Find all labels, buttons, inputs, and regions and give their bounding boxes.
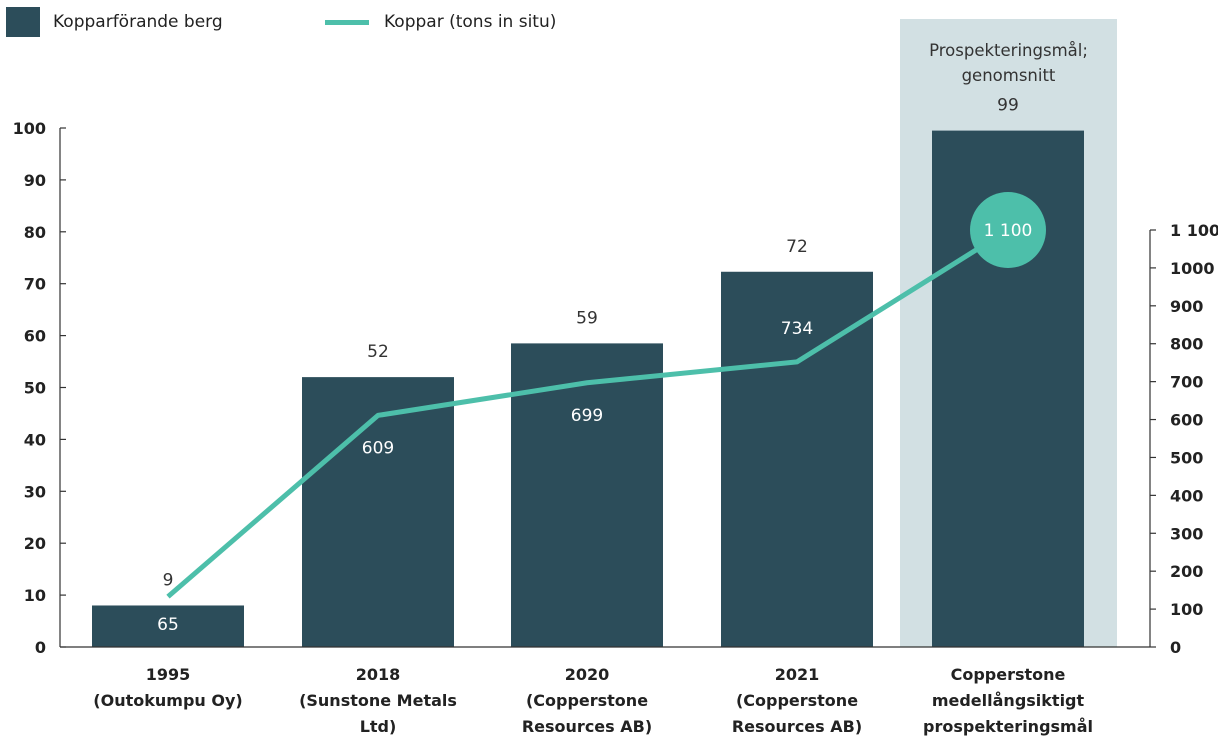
category-label: Copperstone	[951, 665, 1066, 684]
line-point-marker	[970, 192, 1046, 268]
category-label: (Copperstone	[736, 691, 858, 710]
category-label: Ltd)	[360, 717, 397, 736]
left-axis-tick-label: 90	[24, 171, 46, 190]
legend: Kopparförande berg Koppar (tons in situ)	[0, 5, 700, 39]
category-label: prospekteringsmål	[923, 717, 1093, 736]
line-value-label: 65	[157, 615, 179, 635]
legend-label-bar: Kopparförande berg	[53, 12, 223, 32]
line-series	[166, 227, 1010, 599]
right-axis-tick-label: 400	[1170, 486, 1203, 505]
left-axis-tick-label: 60	[24, 327, 46, 346]
category-label: Resources AB)	[522, 717, 652, 736]
legend-swatch-line	[325, 19, 369, 25]
left-axis-tick-label: 10	[24, 586, 46, 605]
right-axis-tick-label: 600	[1170, 411, 1203, 430]
right-axis-tick-label: 0	[1170, 638, 1181, 657]
highlight-label: genomsnitt	[962, 66, 1056, 85]
right-axis-tick-label: 300	[1170, 524, 1203, 543]
right-axis-tick-label: 100	[1170, 600, 1203, 619]
line-value-label: 1 100	[984, 221, 1033, 241]
left-axis-tick-label: 100	[13, 119, 46, 138]
legend-label-line: Koppar (tons in situ)	[384, 12, 557, 32]
line-value-label: 609	[362, 438, 394, 458]
right-axis-tick-label: 500	[1170, 448, 1203, 467]
category-label: 1995	[146, 665, 191, 684]
right-axis-tick-label: 700	[1170, 373, 1203, 392]
category-label: 2018	[356, 665, 401, 684]
left-axis-tick-label: 30	[24, 482, 46, 501]
right-axis-tick-label: 200	[1170, 562, 1203, 581]
left-axis-tick-label: 70	[24, 275, 46, 294]
bar-value-label: 99	[997, 96, 1019, 116]
bar	[721, 271, 873, 647]
left-axis-tick-label: 20	[24, 534, 46, 553]
line-value-label: 699	[571, 406, 603, 426]
legend-item-line: Koppar (tons in situ)	[325, 5, 556, 39]
bar	[511, 343, 663, 647]
bar-value-label: 59	[576, 308, 598, 328]
bar-value-label: 9	[163, 570, 174, 590]
category-label: (Sunstone Metals	[299, 691, 457, 710]
category-label: 2020	[565, 665, 610, 684]
bar-value-label: 72	[786, 237, 808, 257]
right-axis-tick-label: 800	[1170, 335, 1203, 354]
legend-swatch-bar	[6, 7, 40, 37]
legend-item-bar: Kopparförande berg	[6, 5, 223, 39]
category-label: 2021	[775, 665, 820, 684]
bar	[302, 377, 454, 647]
line-value-label: 734	[781, 319, 813, 339]
category-label: Resources AB)	[732, 717, 862, 736]
left-axis-tick-label: 80	[24, 223, 46, 242]
left-axis-tick-label: 0	[35, 638, 46, 657]
category-label: (Outokumpu Oy)	[93, 691, 242, 710]
category-label: (Copperstone	[526, 691, 648, 710]
right-axis-tick-label: 1000	[1170, 259, 1215, 278]
right-axis-tick-label: 1 100	[1170, 221, 1218, 240]
left-axis-tick-label: 40	[24, 430, 46, 449]
bar-value-label: 52	[367, 342, 389, 362]
highlight-label: Prospekteringsmål;	[929, 41, 1088, 60]
category-label: medellångsiktigt	[932, 691, 1085, 710]
bar	[92, 605, 244, 647]
right-axis-tick-label: 900	[1170, 297, 1203, 316]
left-axis-tick-label: 50	[24, 379, 46, 398]
